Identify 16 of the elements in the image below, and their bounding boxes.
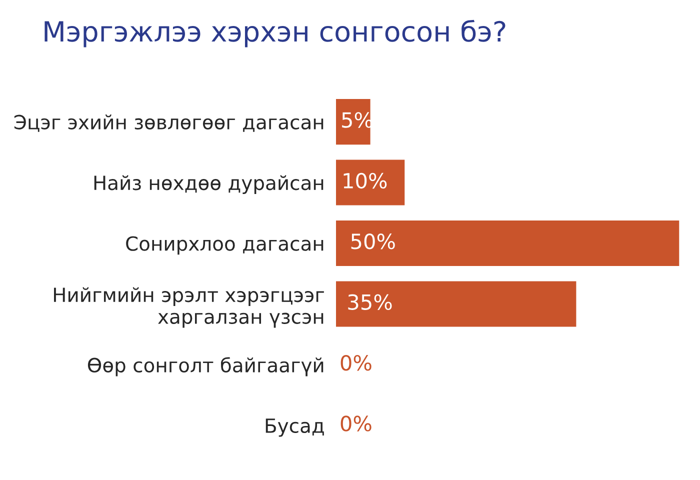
data-label: 50% [351,234,395,250]
data-label: 10% [344,172,387,189]
bar [336,99,370,145]
y-tick-label: Нийгмийн эрэлт хэрэгцээг харгалзан үзсэн [54,287,324,328]
bar [336,220,680,266]
y-tick-label: Найз нөхдөө дурайсан [94,175,324,194]
y-tick-label: Өөр сонголт байгаагүй [88,357,324,376]
y-tick-label: Сонирхлоо дагасан [126,236,324,255]
data-label: 0% [340,416,372,432]
bar [336,160,405,206]
y-tick-label: Бусад [266,418,324,437]
bar [336,281,576,327]
data-label: 35% [348,294,392,310]
chart-title: Мэргэжлээ хэрхэн сонгосон бэ? [44,20,506,48]
y-tick-label: Эцэг эхийн зөвлөгөөг дагасан [14,114,324,132]
data-label: 0% [340,354,372,371]
